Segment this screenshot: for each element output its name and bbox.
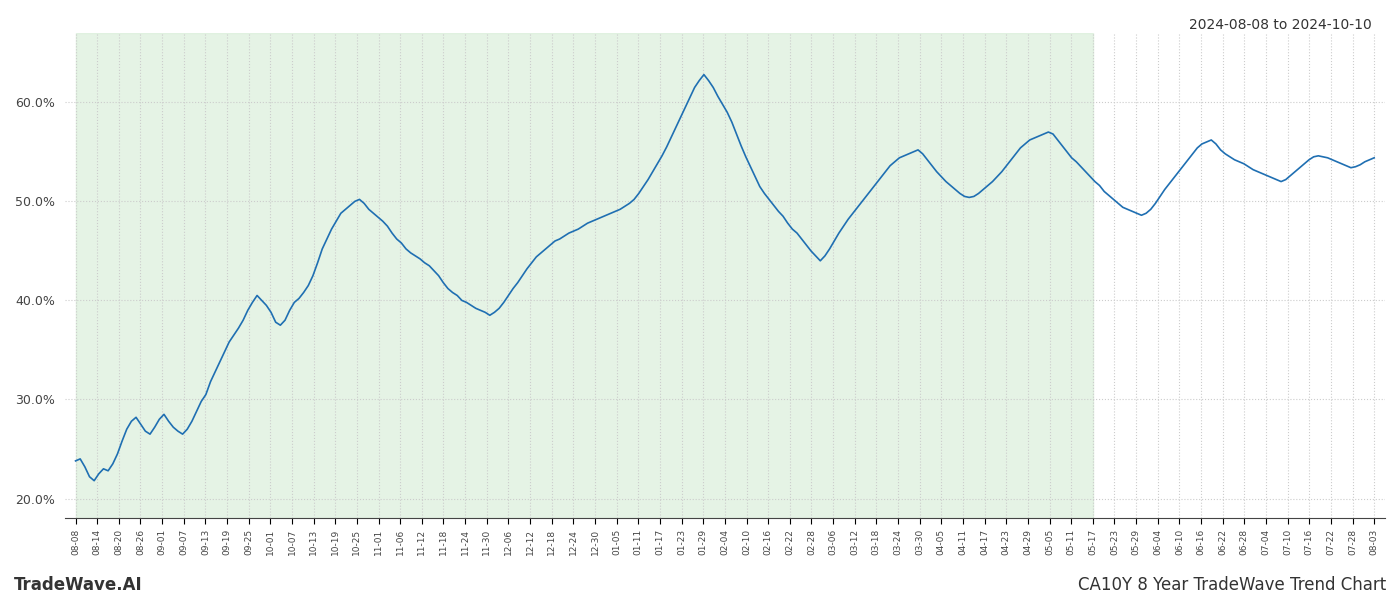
Text: CA10Y 8 Year TradeWave Trend Chart: CA10Y 8 Year TradeWave Trend Chart — [1078, 576, 1386, 594]
Text: 2024-08-08 to 2024-10-10: 2024-08-08 to 2024-10-10 — [1189, 18, 1372, 32]
Text: TradeWave.AI: TradeWave.AI — [14, 576, 143, 594]
Bar — [76, 33, 1093, 518]
